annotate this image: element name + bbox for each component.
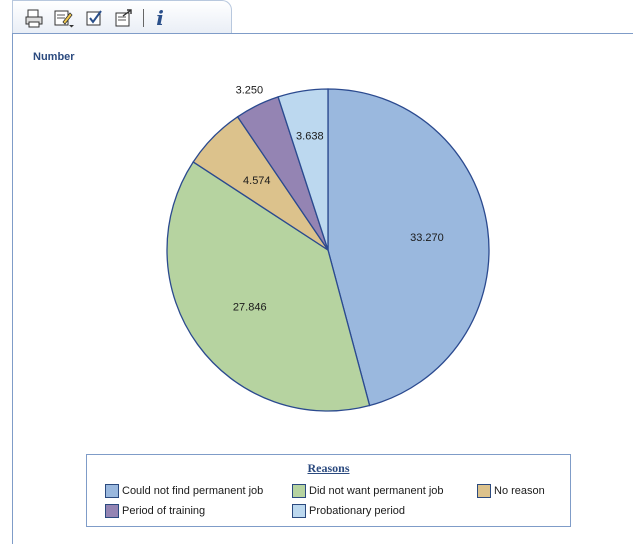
pie-slice-did-not-want-permanent-job: [166, 161, 371, 412]
legend-label: Probationary period: [309, 505, 406, 517]
legend-item-could-not-find-permanent-job: Could not find permanent job: [105, 484, 263, 498]
chart-title: Number: [33, 51, 75, 63]
legend-item-no-reason: No reason: [477, 484, 545, 498]
pie-chart: 33.270 27.846 4.574 3.250 3.638: [166, 85, 490, 412]
legend-item-did-not-want-permanent-job: Did not want permanent job: [292, 484, 444, 498]
legend-item-probationary-period: Probationary period: [292, 504, 405, 518]
slice-value-label: 3.638: [296, 131, 324, 143]
legend-swatch: [105, 504, 119, 518]
pie-slice-probationary-period: [277, 88, 329, 251]
legend-label: Could not find permanent job: [122, 485, 264, 497]
slice-value-label: 4.574: [243, 175, 271, 187]
info-icon[interactable]: i: [156, 5, 164, 30]
checklist-icon[interactable]: [83, 7, 105, 29]
legend-label: Did not want permanent job: [309, 485, 444, 497]
legend-item-period-of-training: Period of training: [105, 504, 205, 518]
pie-slice-could-not-find-permanent-job: [327, 88, 490, 407]
print-icon[interactable]: [23, 7, 45, 29]
edit-dropdown-icon[interactable]: [53, 7, 75, 29]
legend-label: No reason: [494, 485, 545, 497]
legend-swatch: [105, 484, 119, 498]
legend-swatch: [292, 504, 306, 518]
legend-label: Period of training: [122, 505, 206, 517]
export-icon[interactable]: [113, 7, 135, 29]
report-toolbar: i: [12, 0, 232, 34]
legend-title: Reasons: [307, 461, 350, 475]
chart-legend: Reasons Could not find permanent job Did…: [86, 454, 571, 527]
slice-value-label: 33.270: [410, 232, 444, 244]
legend-swatch: [292, 484, 306, 498]
slice-value-label: 27.846: [233, 302, 267, 314]
toolbar-separator: [143, 8, 144, 27]
slice-value-label: 3.250: [236, 85, 264, 97]
legend-swatch: [477, 484, 491, 498]
